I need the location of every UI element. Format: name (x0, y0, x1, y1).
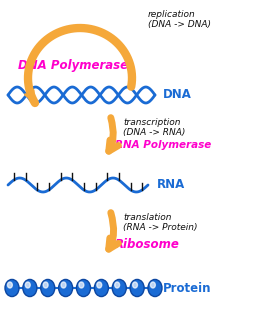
Circle shape (7, 282, 12, 288)
Text: (RNA -> Protein): (RNA -> Protein) (123, 223, 197, 232)
Circle shape (79, 282, 84, 288)
Circle shape (133, 282, 137, 288)
Circle shape (61, 282, 66, 288)
Circle shape (130, 280, 144, 296)
Text: DNA: DNA (163, 89, 192, 101)
Text: DNA Polymerase: DNA Polymerase (18, 59, 128, 71)
Text: Protein: Protein (163, 281, 211, 295)
Circle shape (43, 282, 48, 288)
Text: Ribosome: Ribosome (115, 238, 180, 251)
Text: (DNA -> DNA): (DNA -> DNA) (148, 20, 211, 29)
Text: transcription: transcription (123, 118, 180, 127)
Circle shape (97, 282, 102, 288)
Circle shape (94, 280, 108, 296)
Circle shape (148, 280, 162, 296)
Text: RNA: RNA (157, 178, 185, 192)
Circle shape (112, 280, 126, 296)
Circle shape (5, 280, 19, 296)
Text: RNA Polymerase: RNA Polymerase (115, 140, 211, 150)
Circle shape (59, 280, 73, 296)
Circle shape (41, 280, 55, 296)
Circle shape (115, 282, 120, 288)
Circle shape (25, 282, 30, 288)
Text: replication: replication (148, 10, 196, 19)
Circle shape (151, 282, 155, 288)
Text: (DNA -> RNA): (DNA -> RNA) (123, 128, 185, 137)
Circle shape (23, 280, 37, 296)
Text: translation: translation (123, 213, 172, 222)
Circle shape (77, 280, 91, 296)
